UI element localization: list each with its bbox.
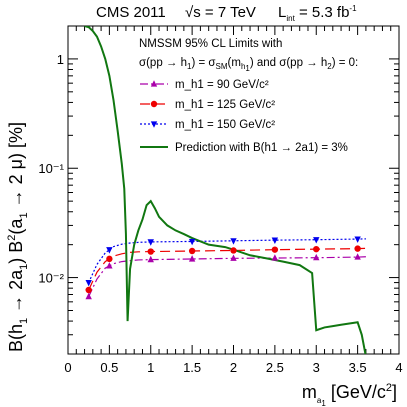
x-tick-label: 3.5 <box>349 360 367 375</box>
x-tick-label: 0.5 <box>100 360 118 375</box>
y-tick-label: 1 <box>57 52 64 67</box>
series-marker-0 <box>271 254 279 261</box>
header-lumi-prefix: L <box>278 4 286 21</box>
header-lumi-value: = 5.3 fb <box>295 4 350 21</box>
series-marker-2 <box>354 236 361 243</box>
x-tick-label: 1 <box>147 360 154 375</box>
legend-entry-label: m_h1 = 150 GeV/c² <box>175 119 275 131</box>
y-axis-ticks: 10⁻² 10⁻¹ 1 <box>38 25 399 355</box>
series-marker-0 <box>230 254 237 261</box>
series-marker-0 <box>106 262 113 269</box>
x-tick-label: 2 <box>230 360 237 375</box>
x-axis-label: ma1 [GeV/c2] <box>302 382 397 407</box>
series-marker-1 <box>230 247 237 254</box>
y-tick-label: 10⁻¹ <box>38 161 64 176</box>
legend-title-line1: NMSSM 95% CL Limits with <box>139 38 282 50</box>
legend-title-line2: σ(pp → h1) = σSM(mh1) and σ(pp → h2) = 0… <box>139 57 358 73</box>
series-marker-2 <box>188 238 196 246</box>
header-lumi-sub: int <box>286 14 295 23</box>
header-lumi-sup: -1 <box>349 4 357 13</box>
series-marker-1 <box>354 245 361 252</box>
y-axis-label: B(h1 → 2a1) B2(a1 → 2 μ) [%] <box>6 122 30 352</box>
legend-entry-label: m_h1 = 90 GeV/c² <box>175 79 269 91</box>
y-tick-label: 10⁻² <box>38 271 64 286</box>
legend-entry-label: Prediction with B(h1 → 2a1) = 3% <box>175 142 348 154</box>
series-marker-2 <box>271 237 279 244</box>
legend: NMSSM 95% CL Limits with σ(pp → h1) = σS… <box>139 38 358 154</box>
x-axis-ticks: 0 0.5 1 1.5 2 2.5 3 3.5 4 <box>64 26 403 375</box>
series-marker-1 <box>85 286 92 294</box>
series-layer <box>84 26 367 354</box>
x-tick-label: 0 <box>64 360 71 375</box>
series-marker-2 <box>230 238 237 245</box>
series-line-2 <box>88 238 366 283</box>
series-marker-2 <box>313 237 320 244</box>
series-line-1 <box>88 247 366 291</box>
series-marker-2 <box>85 279 92 287</box>
legend-marker <box>150 100 158 108</box>
series-marker-0 <box>188 255 196 262</box>
x-tick-label: 2.5 <box>266 360 284 375</box>
series-marker-0 <box>85 292 92 300</box>
x-tick-label: 4 <box>395 360 402 375</box>
legend-marker <box>150 80 158 87</box>
markers-layer <box>85 236 361 300</box>
svg-text:Lint = 5.3 fb-1: Lint = 5.3 fb-1 <box>278 4 357 23</box>
x-tick-label: 3 <box>313 360 320 375</box>
series-marker-1 <box>313 245 320 253</box>
legend-marker <box>150 121 158 128</box>
series-line-3 <box>84 26 367 354</box>
series-marker-1 <box>106 255 113 263</box>
series-marker-0 <box>313 253 320 261</box>
series-marker-2 <box>147 239 154 246</box>
plot-frame <box>67 25 400 355</box>
series-marker-0 <box>147 255 154 263</box>
x-tick-label: 1.5 <box>183 360 201 375</box>
legend-entries: m_h1 = 90 GeV/c² m_h1 = 125 GeV/c² m_h1 = … <box>140 79 348 154</box>
series-marker-2 <box>106 247 113 254</box>
series-line-0 <box>88 256 366 297</box>
series-marker-1 <box>271 246 279 253</box>
header-energy: √s = 7 TeV <box>185 4 256 21</box>
header-experiment: CMS 2011 <box>96 4 166 21</box>
legend-entry-label: m_h1 = 125 GeV/c² <box>175 99 275 111</box>
series-marker-0 <box>354 253 361 260</box>
header-lumi: Lint = 5.3 fb-1 <box>278 4 357 23</box>
series-marker-1 <box>147 248 154 255</box>
series-marker-1 <box>188 247 196 255</box>
